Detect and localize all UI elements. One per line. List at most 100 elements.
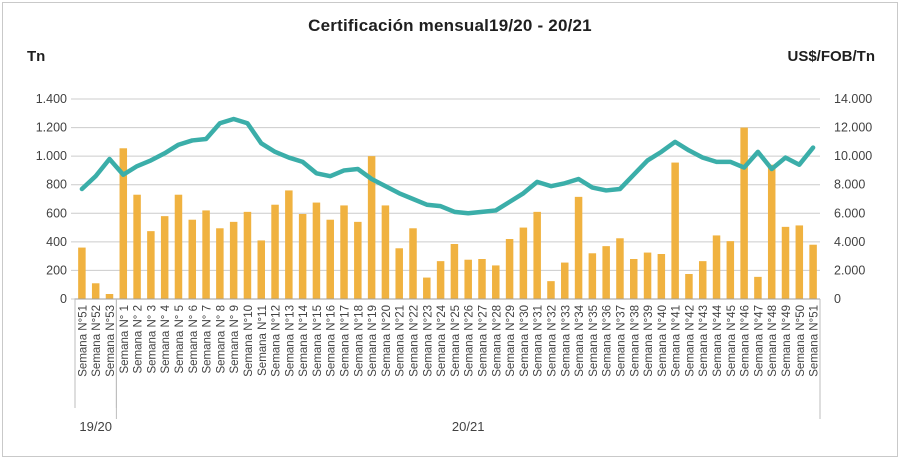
x-axis-label: Semana N°11 [257, 305, 269, 376]
left-axis-tick-label: 800 [46, 178, 67, 192]
bar-Semana N° 8 [216, 228, 224, 299]
x-axis-label: Semana N°25 [450, 305, 462, 377]
x-axis-label: Semana N°50 [795, 305, 807, 377]
x-axis-label: Semana N°43 [698, 305, 710, 377]
right-axis-tick-label: 4.000 [834, 235, 865, 249]
x-axis-label: Semana N°24 [436, 304, 448, 376]
season-label: 20/21 [452, 419, 485, 434]
right-axis-tick-label: 8.000 [834, 178, 865, 192]
bar-Semana N°17 [340, 205, 348, 299]
bar-Semana N°52 [91, 283, 100, 299]
bar-Semana N°41 [671, 162, 679, 299]
bar-Semana N° 5 [174, 194, 183, 299]
x-axis-label: Semana N°22 [409, 305, 421, 377]
x-axis-label: Semana N°15 [312, 305, 324, 377]
bar-Semana N°36 [602, 246, 610, 299]
bar-Semana N°21 [395, 248, 403, 299]
x-axis-label: Semana N°31 [533, 305, 545, 377]
left-axis-tick-label: 400 [46, 235, 67, 249]
bar-Semana N°18 [354, 221, 362, 299]
bar-Semana N°23 [423, 277, 431, 299]
price-line [79, 116, 816, 216]
bar-Semana N°44 [712, 235, 721, 299]
x-axis-label: Semana N°45 [726, 305, 738, 377]
x-axis-label: Semana N°35 [588, 305, 600, 377]
x-axis-label: Semana N°47 [753, 305, 765, 377]
x-axis-label: Semana N°27 [477, 305, 489, 377]
x-axis-label: Semana N°18 [353, 305, 365, 377]
x-axis-label: Semana N°23 [422, 305, 434, 377]
left-axis-tick-label: 1.000 [36, 149, 67, 163]
bar-Semana N°50 [795, 225, 804, 299]
x-axis-label: Semana N°20 [381, 305, 393, 377]
x-axis-label: Semana N° 1 [119, 305, 131, 374]
bar-Semana N°10 [243, 211, 252, 299]
bar-Semana N°46 [740, 127, 748, 299]
bar-Semana N°20 [381, 205, 390, 299]
x-axis-label: Semana N°13 [284, 305, 296, 377]
left-axis-tick-label: 0 [60, 292, 67, 306]
right-axis-tick-label: 14.000 [834, 92, 872, 106]
x-axis-label: Semana N°41 [671, 305, 683, 377]
x-axis-label: Semana N°10 [243, 305, 255, 377]
left-axis-unit-label: Tn [27, 48, 46, 65]
bar-Semana N°25 [450, 244, 459, 299]
left-axis-tick-label: 1.200 [36, 121, 67, 135]
x-axis-label: Semana N°39 [643, 305, 655, 377]
x-axis-label: Semana N°14 [298, 304, 310, 376]
bar-Semana N°35 [588, 253, 597, 299]
season-label: 19/20 [79, 419, 112, 434]
x-axis-label: Semana N°51 [77, 305, 89, 377]
bar-Semana N°43 [698, 261, 707, 299]
bar-Semana N°31 [533, 211, 541, 299]
bar-Semana N°28 [492, 265, 500, 299]
bar-Semana N°27 [478, 259, 486, 299]
bar-Semana N°14 [298, 214, 307, 299]
bar-Semana N°24 [436, 261, 445, 299]
bar-Semana N° 9 [229, 221, 238, 299]
x-axis-label: Semana N°17 [340, 305, 352, 377]
x-axis-label: Semana N° 4 [160, 304, 172, 373]
bar-Semana N°53 [105, 294, 114, 299]
x-axis-label: Semana N°33 [560, 305, 572, 377]
bar-Semana N°49 [781, 226, 790, 299]
x-axis-label: Semana N°48 [767, 305, 779, 377]
bar-Semana N°19 [367, 156, 376, 299]
x-axis-label: Semana N°30 [519, 305, 531, 377]
bar-Semana N°26 [464, 259, 472, 299]
x-axis-label: Semana N° 8 [215, 305, 227, 374]
x-axis-label: Semana N°12 [271, 305, 283, 377]
x-axis-label: Semana N°19 [367, 305, 379, 377]
x-axis-label: Semana N°40 [657, 305, 669, 377]
x-axis-label: Semana N°36 [602, 305, 614, 377]
right-axis-tick-label: 12.000 [834, 121, 872, 135]
x-axis-label: Semana N° 6 [188, 305, 200, 374]
bar-Semana N°51 [809, 244, 817, 299]
chart-title: Certificación mensual19/20 - 20/21 [308, 16, 592, 35]
left-axis-tick-label: 1.400 [36, 92, 67, 106]
x-axis-label: Semana N°16 [326, 305, 338, 377]
bar-Semana N°47 [754, 276, 762, 299]
right-axis-unit-label: US$/FOB/Tn [787, 48, 875, 65]
left-axis-tick-label: 600 [46, 206, 67, 220]
x-axis-label: Semana N° 7 [202, 305, 214, 374]
x-axis-label: Semana N°26 [464, 305, 476, 377]
x-axis-label: Semana N°37 [615, 305, 627, 377]
right-axis-tick-label: 10.000 [834, 149, 872, 163]
bar-Semana N°15 [312, 202, 321, 299]
bar-Semana N° 6 [188, 219, 197, 299]
bar-Semana N°30 [519, 227, 528, 299]
x-axis-label: Semana N°21 [395, 305, 407, 377]
bar-Semana N° 7 [202, 210, 210, 299]
bar-Semana N°11 [257, 240, 265, 299]
bar-Semana N°13 [285, 190, 293, 299]
bar-Semana N°33 [561, 262, 569, 299]
bar-Semana N°51 [78, 247, 86, 299]
x-axis-label: Semana N°44 [712, 304, 724, 376]
bar-Semana N° 2 [133, 194, 141, 299]
bar-Semana N° 4 [160, 216, 169, 299]
left-axis-tick-label: 200 [46, 263, 67, 277]
bar-Semana N°45 [726, 241, 735, 299]
right-axis-tick-label: 2.000 [834, 263, 865, 277]
